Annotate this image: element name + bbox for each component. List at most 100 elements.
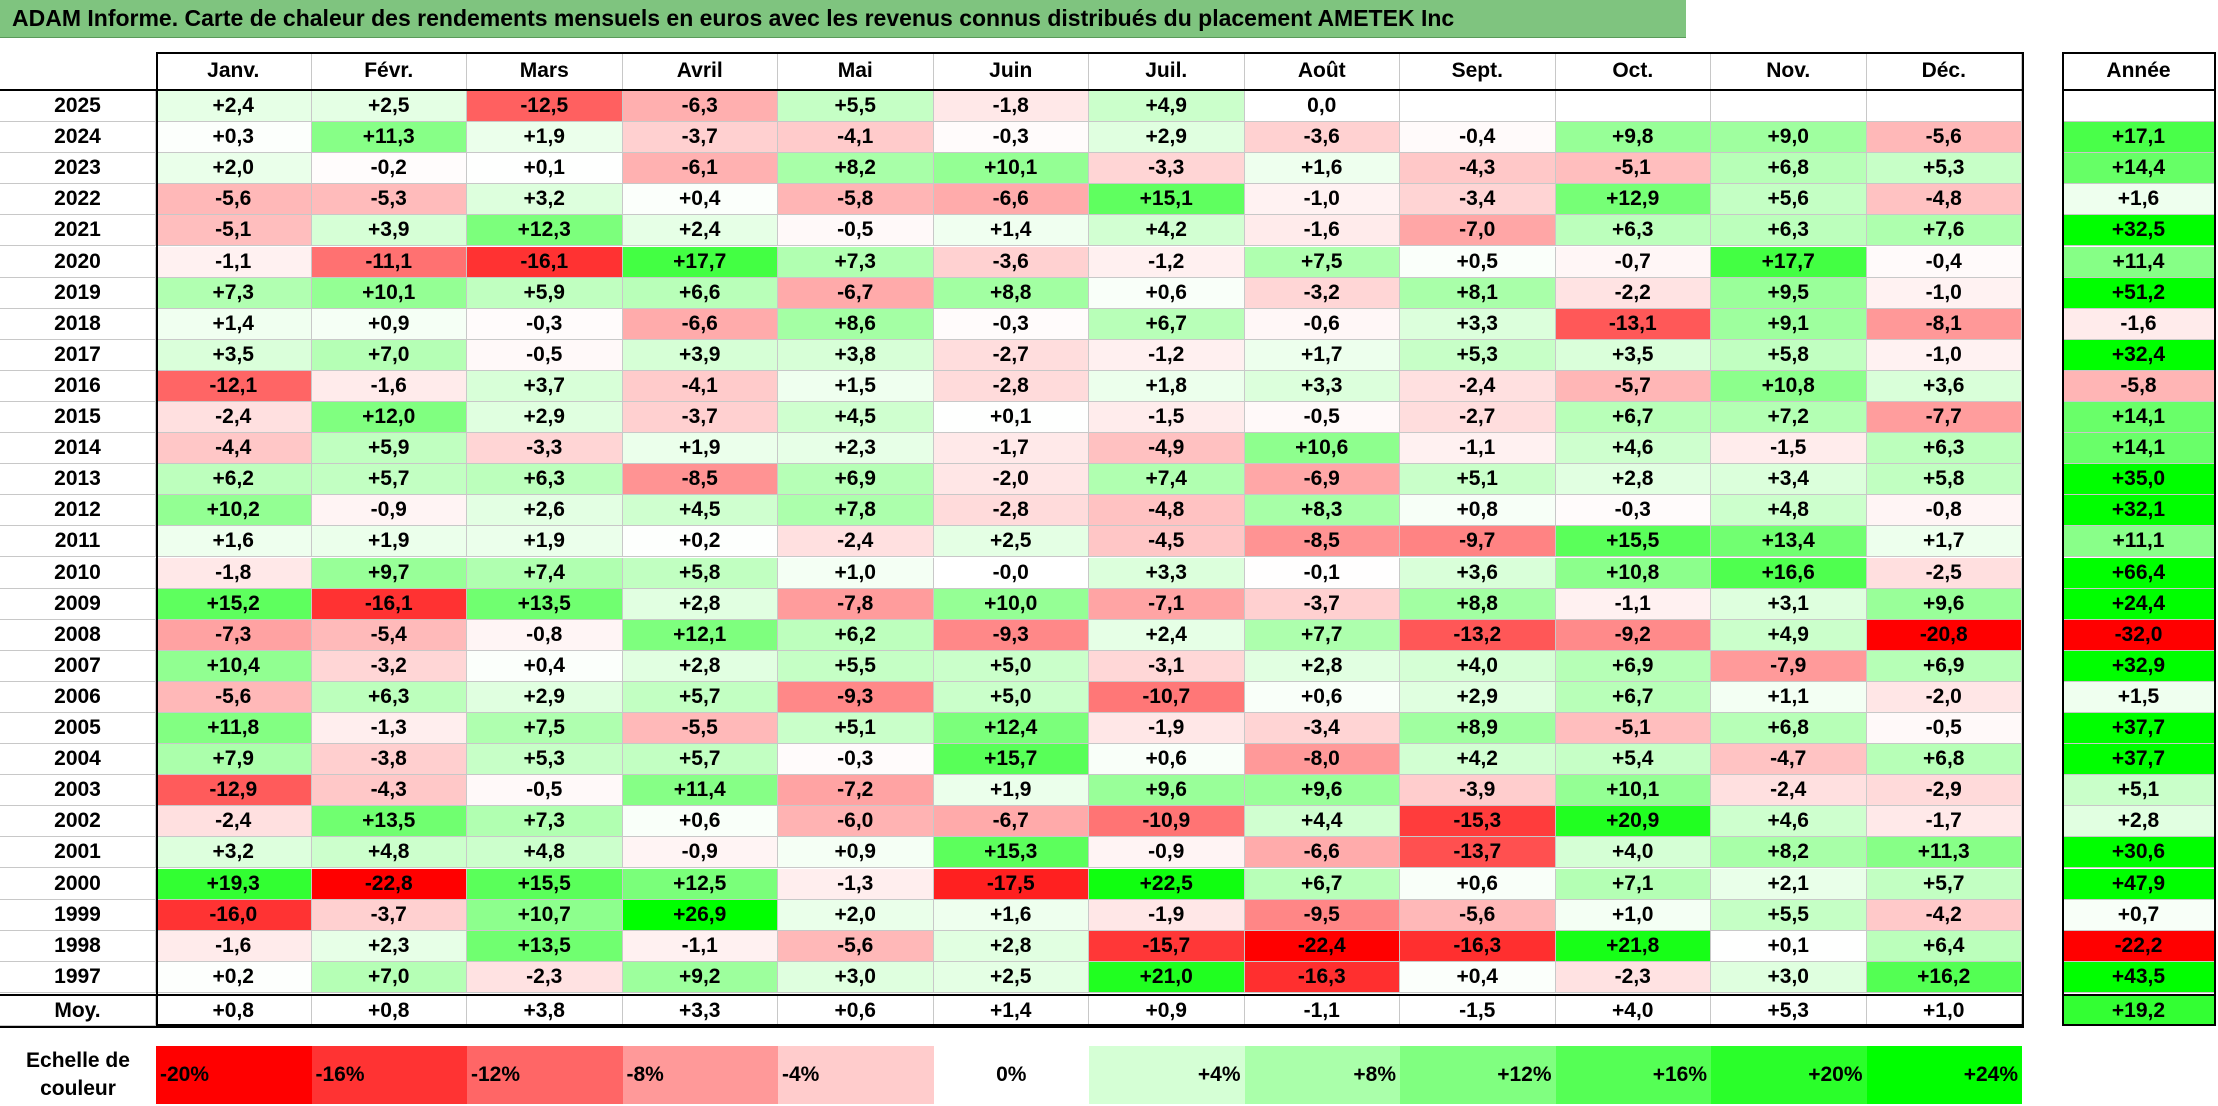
heatmap-cell: -1,1: [156, 246, 312, 278]
heatmap-cell: [1555, 91, 1711, 123]
heatmap-cell: +10,7: [467, 899, 623, 931]
heatmap-cell: -4,4: [156, 433, 312, 465]
year-label: 2011: [0, 526, 156, 558]
month-header: Mars: [467, 52, 623, 90]
heatmap-cell: +5,1: [778, 713, 934, 745]
heatmap-cell: -0,4: [1400, 122, 1556, 154]
heatmap-cell: +2,0: [778, 899, 934, 931]
heatmap-cell: +16,2: [1866, 961, 2022, 993]
heatmap-cell: +3,2: [156, 837, 312, 869]
heatmap-cell: -7,8: [778, 588, 934, 620]
year-label: 2012: [0, 495, 156, 527]
heatmap-cell: +7,4: [1089, 464, 1245, 496]
heatmap-cell: +1,4: [156, 308, 312, 340]
heatmap-cell: -1,1: [622, 930, 778, 962]
heatmap-cell: +4,2: [1089, 215, 1245, 247]
year-label: 2001: [0, 837, 156, 869]
color-scale-swatch: +24%: [1866, 1046, 2022, 1104]
annual-cell: +66,4: [2062, 557, 2216, 589]
heatmap-cell: +3,0: [778, 961, 934, 993]
heatmap-cell: +0,1: [1711, 930, 1867, 962]
heatmap-cell: -2,4: [1711, 775, 1867, 807]
year-label: 1998: [0, 930, 156, 962]
heatmap-cell: -3,1: [1089, 650, 1245, 682]
color-scale-label: Echelle de couleur: [26, 1049, 130, 1100]
heatmap-cell: -1,8: [156, 557, 312, 589]
color-scale-swatch: +20%: [1711, 1046, 1867, 1104]
heatmap-cell: +5,5: [1711, 899, 1867, 931]
heatmap-cell: +5,8: [1711, 339, 1867, 371]
heatmap-cell: +5,5: [778, 650, 934, 682]
heatmap-cell: -2,8: [933, 495, 1089, 527]
heatmap-cell: -4,2: [1866, 899, 2022, 931]
heatmap-cell: +8,3: [1244, 495, 1400, 527]
heatmap-cell: -4,1: [778, 122, 934, 154]
annual-cell: +37,7: [2062, 713, 2216, 745]
heatmap-cell: +12,0: [311, 402, 467, 434]
heatmap-cell: -0,9: [1089, 837, 1245, 869]
annual-cell: [2062, 91, 2216, 123]
heatmap-cell: -3,3: [467, 433, 623, 465]
heatmap-cell: +3,9: [311, 215, 467, 247]
annual-cell: -1,6: [2062, 308, 2216, 340]
heatmap-cell: +15,7: [933, 744, 1089, 776]
heatmap-cell: +7,7: [1244, 619, 1400, 651]
heatmap-cell: -0,5: [467, 775, 623, 807]
heatmap-cell: +10,0: [933, 588, 1089, 620]
heatmap-cell: -3,2: [311, 650, 467, 682]
heatmap-cell: +6,3: [1866, 433, 2022, 465]
heatmap-cell: +0,1: [933, 402, 1089, 434]
annual-cell: +32,4: [2062, 339, 2216, 371]
annual-cell: -5,8: [2062, 370, 2216, 402]
heatmap-cell: +0,3: [156, 122, 312, 154]
heatmap-cell: -6,1: [622, 153, 778, 185]
month-header: Févr.: [311, 52, 467, 90]
heatmap-cell: -5,3: [311, 184, 467, 216]
heatmap-cell: -8,5: [1244, 526, 1400, 558]
heatmap-cell: +2,9: [467, 402, 623, 434]
heatmap-cell: -2,0: [1866, 681, 2022, 713]
heatmap-cell: +7,2: [1711, 402, 1867, 434]
heatmap-cell: +2,8: [1244, 650, 1400, 682]
heatmap-cell: -12,5: [467, 91, 623, 123]
heatmap-cell: +1,1: [1711, 681, 1867, 713]
heatmap-cell: +6,8: [1866, 744, 2022, 776]
heatmap-cell: -1,2: [1089, 339, 1245, 371]
annual-cell: +0,7: [2062, 899, 2216, 931]
heatmap-cell: +8,2: [778, 153, 934, 185]
year-label: 2019: [0, 277, 156, 309]
heatmap-cell: -1,7: [933, 433, 1089, 465]
heatmap-cell: +2,8: [1555, 464, 1711, 496]
year-label: 2024: [0, 122, 156, 154]
heatmap-cell: -1,0: [1244, 184, 1400, 216]
heatmap-cell: +9,0: [1711, 122, 1867, 154]
heatmap-cell: -0,9: [311, 495, 467, 527]
heatmap-cell: -0,3: [1555, 495, 1711, 527]
heatmap-cell: +21,0: [1089, 961, 1245, 993]
heatmap-cell: +7,3: [467, 806, 623, 838]
heatmap-cell: +7,1: [1555, 868, 1711, 900]
heatmap-cell: +2,8: [622, 588, 778, 620]
heatmap-cell: +8,6: [778, 308, 934, 340]
heatmap-cell: -15,3: [1400, 806, 1556, 838]
heatmap-cell: -7,2: [778, 775, 934, 807]
heatmap-cell: -1,3: [778, 868, 934, 900]
month-header: Oct.: [1555, 52, 1711, 90]
annual-cell: +24,4: [2062, 588, 2216, 620]
heatmap-cell: -1,6: [311, 370, 467, 402]
heatmap-cell: -9,3: [933, 619, 1089, 651]
heatmap-cell: +5,1: [1400, 464, 1556, 496]
heatmap-cell: +6,7: [1089, 308, 1245, 340]
year-label: 2004: [0, 744, 156, 776]
heatmap-cell: +6,9: [1866, 650, 2022, 682]
heatmap-cell: [1711, 91, 1867, 123]
heatmap-cell: +10,8: [1555, 557, 1711, 589]
heatmap-cell: -5,1: [1555, 153, 1711, 185]
heatmap-cell: -2,8: [933, 370, 1089, 402]
heatmap-cell: +1,9: [622, 433, 778, 465]
heatmap-cell: -1,1: [1400, 433, 1556, 465]
annual-average-rule: [2062, 994, 2216, 996]
annual-cell: +37,7: [2062, 744, 2216, 776]
year-label: 2002: [0, 806, 156, 838]
